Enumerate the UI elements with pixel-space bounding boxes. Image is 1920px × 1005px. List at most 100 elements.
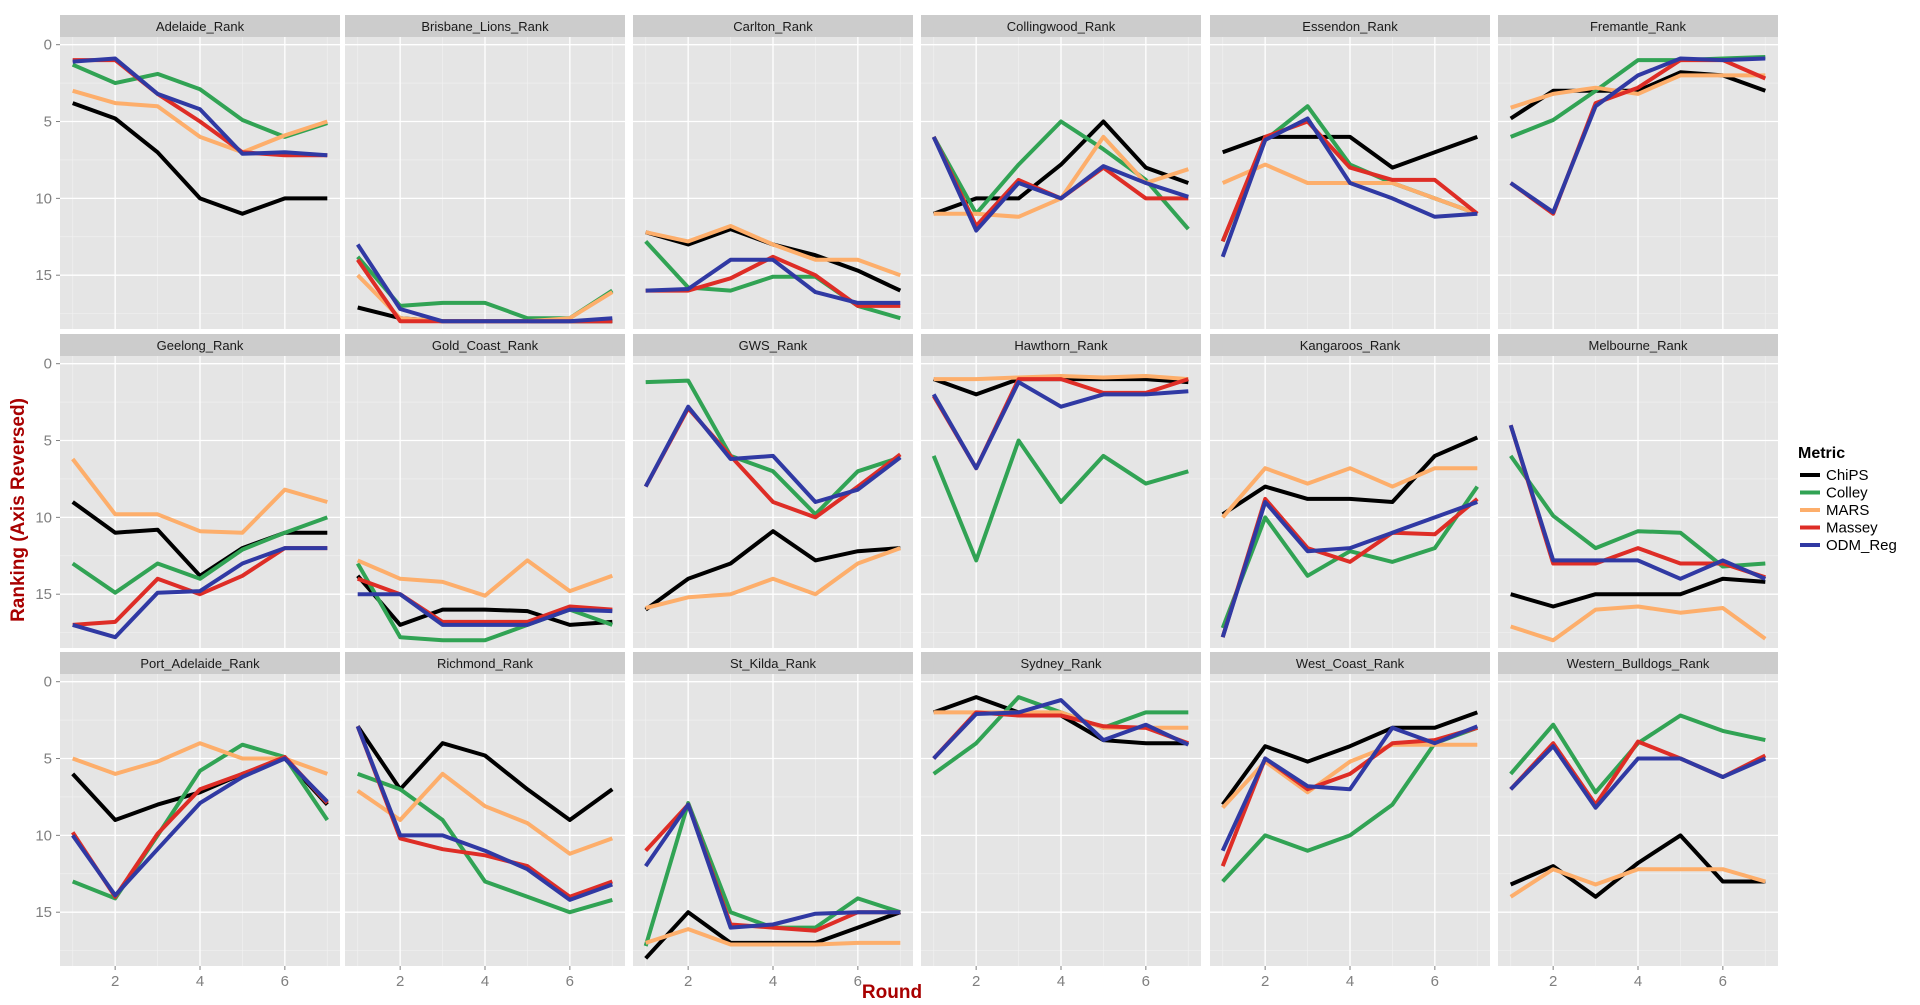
x-tick-label: 2: [1549, 973, 1557, 990]
panel-title: Collingwood_Rank: [1007, 19, 1116, 34]
panel-strip: [60, 652, 340, 674]
legend-label: ODM_Reg: [1826, 537, 1897, 554]
panel-title: Hawthorn_Rank: [1014, 338, 1108, 353]
series-line-odm-reg: [72, 546, 328, 640]
panel-st-kilda-rank: St_Kilda_Rank 2 4 6: [633, 652, 913, 990]
panel-title: St_Kilda_Rank: [730, 656, 816, 671]
panel-strip: [1498, 334, 1778, 356]
legend-title: Metric: [1798, 445, 1845, 462]
series-line-odm-reg: [645, 257, 901, 305]
series-line-colley: [71, 515, 328, 595]
x-tick-label: 4: [1346, 973, 1354, 990]
panel-title: Richmond_Rank: [437, 656, 534, 671]
series-line-odm-reg: [71, 756, 329, 898]
x-tick-label: 2: [684, 973, 692, 990]
x-tick-label: 2: [972, 973, 980, 990]
y-tick-label: 0: [44, 674, 52, 691]
panel-strip: [345, 15, 625, 37]
series-line-mars: [356, 558, 613, 598]
series-line-colley: [931, 438, 1189, 563]
panel-title: Essendon_Rank: [1302, 19, 1398, 34]
series-line-massey: [1220, 119, 1479, 243]
panel-strip: [60, 334, 340, 356]
x-tick-label: 2: [111, 973, 119, 990]
panel-fremantle-rank: Fremantle_Rank: [1498, 15, 1778, 329]
x-tick-label: 6: [281, 973, 289, 990]
x-tick-label: 6: [854, 973, 862, 990]
panel-strip: [633, 652, 913, 674]
series-line-odm-reg: [643, 404, 902, 504]
y-tick-label: 5: [44, 751, 52, 768]
series-line-colley: [357, 772, 613, 915]
series-line-mars: [645, 927, 901, 947]
panel-strip: [1210, 652, 1490, 674]
x-tick-label: 4: [1057, 973, 1065, 990]
series-line-massey: [1220, 496, 1479, 638]
x-tick-label: 4: [1634, 973, 1642, 990]
series-line-odm-reg: [72, 56, 328, 158]
panel-strip: [921, 334, 1201, 356]
x-axis-title: Round: [862, 982, 922, 1003]
x-tick-label: 2: [1261, 973, 1269, 990]
panel-title: Fremantle_Rank: [1590, 19, 1687, 34]
panel-strip: [633, 334, 913, 356]
panel-essendon-rank: Essendon_Rank: [1210, 15, 1490, 329]
panel-title: Geelong_Rank: [157, 338, 244, 353]
series-line-odm-reg: [356, 243, 613, 324]
panel-carlton-rank: Carlton_Rank: [633, 15, 913, 329]
panel-title: Western_Bulldogs_Rank: [1567, 656, 1710, 671]
series-line-mars: [356, 771, 613, 856]
series-line-chips: [72, 101, 328, 216]
series-line-mars: [645, 546, 901, 610]
series-line-odm-reg: [1509, 56, 1766, 215]
legend-label: Massey: [1826, 520, 1878, 537]
y-tick-label: 15: [35, 267, 52, 284]
panel-title: Melbourne_Rank: [1588, 338, 1688, 353]
y-tick-label: 0: [44, 37, 52, 54]
panel-port-adelaide-rank: Port_Adelaide_Rank 0 5 10 15 2 4 6: [35, 652, 340, 990]
x-tick-label: 4: [196, 973, 204, 990]
panel-title: Carlton_Rank: [733, 19, 813, 34]
y-tick-label: 10: [35, 190, 52, 207]
panel-strip: [921, 652, 1201, 674]
series-line-odm-reg: [357, 592, 613, 627]
legend-label: MARS: [1826, 502, 1869, 519]
panel-kangaroos-rank: Kangaroos_Rank: [1210, 334, 1490, 648]
series-line-chips: [644, 529, 901, 612]
series-line-colley: [645, 378, 901, 517]
series-line-odm-reg: [1508, 424, 1767, 581]
panel-strip: [1498, 15, 1778, 37]
panel-strip: [921, 15, 1201, 37]
series-line-odm-reg: [931, 136, 1189, 233]
legend-entry-massey: Massey: [1800, 520, 1878, 537]
series-line-chips: [933, 119, 1189, 216]
series-line-mars: [1510, 604, 1767, 643]
series-line-mars: [645, 224, 901, 278]
legend-entry-colley: Colley: [1800, 485, 1868, 502]
series-line-odm-reg: [355, 725, 613, 902]
y-tick-label: 15: [35, 904, 52, 921]
series-line-mars: [933, 374, 1189, 382]
series-line-mars: [1221, 466, 1478, 519]
series-line-odm-reg: [644, 802, 901, 930]
panel-strip: [1210, 15, 1490, 37]
series-line-odm-reg: [1509, 744, 1767, 810]
panel-title: GWS_Rank: [739, 338, 808, 353]
panel-title: Adelaide_Rank: [156, 19, 245, 34]
panel-western-bulldogs-rank: Western_Bulldogs_Rank 2 4 6: [1498, 652, 1778, 990]
series-line-odm-reg: [1220, 116, 1478, 258]
series-line-chips: [356, 574, 613, 627]
series-line-massey: [355, 725, 613, 899]
panel-hawthorn-rank: Hawthorn_Rank: [921, 334, 1201, 648]
panel-adelaide-rank: Adelaide_Rank 0 5 10 15: [35, 15, 340, 329]
panel-brisbane-lions-rank: Brisbane_Lions_Rank: [345, 15, 625, 329]
y-tick-label: 10: [35, 509, 52, 526]
panel-strip: [633, 15, 913, 37]
panel-strip: [345, 652, 625, 674]
series-line-odm-reg: [931, 380, 1189, 471]
panel-strip: [1210, 334, 1490, 356]
x-tick-label: 6: [1142, 973, 1150, 990]
panel-melbourne-rank: Melbourne_Rank: [1498, 334, 1778, 648]
panel-strip: [60, 15, 340, 37]
